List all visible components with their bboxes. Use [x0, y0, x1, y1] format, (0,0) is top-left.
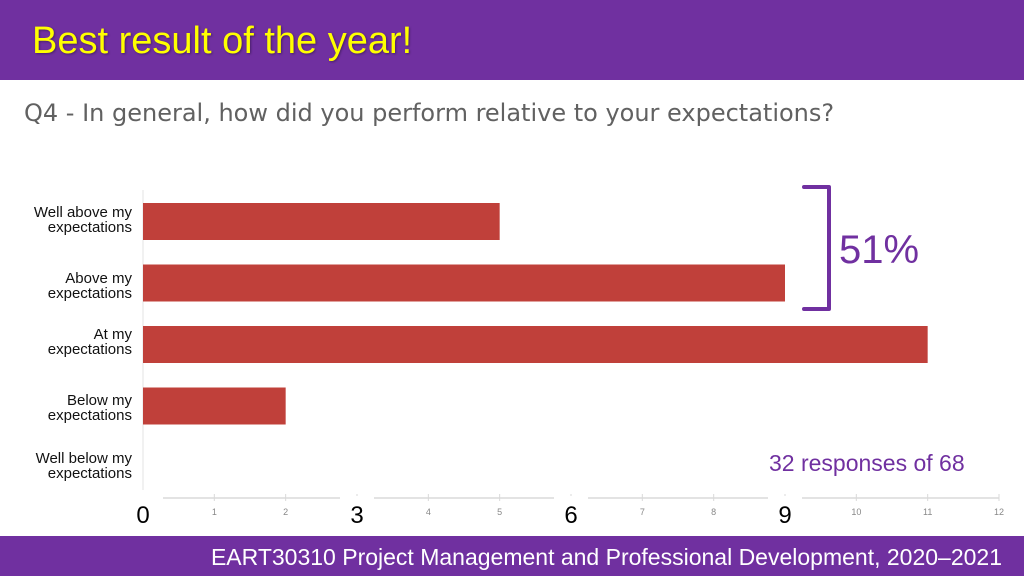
bar [143, 387, 286, 425]
header-bar: Best result of the year! [0, 0, 1024, 80]
tick-mask [126, 496, 160, 536]
bar [143, 203, 500, 240]
x-tick-label: 1 [212, 507, 217, 517]
x-tick-label: 8 [711, 507, 716, 517]
tick-mask [340, 496, 374, 536]
bracket-percent-label: 51% [839, 228, 920, 272]
category-label: Below my expectations [0, 393, 132, 423]
tick-mask [768, 496, 802, 536]
x-tick-label: 7 [640, 507, 645, 517]
category-label-line: At my [93, 326, 132, 343]
bar-chart: 0123456789101112 [140, 185, 1004, 517]
category-label-line: expectations [47, 407, 132, 424]
category-label-line: expectations [47, 465, 132, 482]
overlay-tick-label: 0 [136, 502, 150, 529]
x-tick-label: 10 [851, 507, 861, 517]
bar [143, 264, 785, 302]
bracket-shape [802, 185, 831, 311]
category-label-line: Above my [65, 270, 132, 287]
category-label-line: expectations [47, 285, 132, 302]
category-label: At my expectations [0, 327, 132, 357]
x-tick-label: 4 [426, 507, 431, 517]
category-label-line: Below my [66, 392, 132, 409]
category-label: Above my expectations [0, 271, 132, 301]
responses-count: 32 responses of 68 [769, 450, 965, 476]
overlay-tick-label: 6 [564, 502, 578, 529]
x-tick-label: 2 [283, 507, 288, 517]
x-tick-label: 5 [497, 507, 502, 517]
category-label: Well below my expectations [0, 451, 132, 481]
footer-bar: EART30310 Project Management and Profess… [0, 536, 1024, 576]
x-tick-label: 12 [994, 507, 1004, 517]
x-tick-label: 11 [923, 507, 932, 517]
category-label-line: expectations [47, 341, 132, 358]
bar [143, 326, 928, 363]
footer-text: EART30310 Project Management and Profess… [210, 544, 1002, 570]
overlay-tick-label: 3 [350, 502, 364, 529]
category-label: Well above my expectations [0, 205, 132, 235]
tick-mask [554, 496, 588, 536]
category-label-line: Well above my [33, 204, 132, 221]
overlay-tick-label: 9 [778, 502, 792, 529]
category-label-line: Well below my [35, 450, 132, 467]
question-text: Q4 - In general, how did you perform rel… [24, 99, 835, 127]
slide-title: Best result of the year! [32, 20, 413, 62]
category-label-line: expectations [47, 219, 132, 236]
